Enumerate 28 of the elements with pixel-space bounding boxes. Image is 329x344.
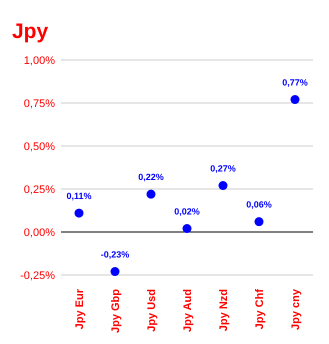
data-label: 0,77% [282, 78, 308, 88]
x-tick-label: Jpy Nzd [218, 289, 230, 332]
y-tick-label: 0,50% [24, 140, 56, 153]
x-tick-label: Jpy cny [290, 288, 302, 330]
point [182, 224, 192, 234]
y-tick-label: 0,25% [24, 184, 56, 196]
x-tick-label: Jpy Eur [74, 288, 86, 330]
data-label: -0,23% [100, 250, 130, 260]
y-tick-label: 1,00% [24, 54, 56, 67]
data-label: 0,22% [138, 172, 164, 182]
x-tick-label: Jpy Gbp [110, 288, 122, 334]
y-tick-label: 0,75% [24, 98, 56, 110]
point [146, 190, 156, 199]
point [110, 267, 120, 276]
data-label: 0,02% [174, 206, 200, 217]
point [218, 181, 228, 190]
data-label: 0,06% [246, 200, 272, 210]
point [254, 217, 264, 226]
point [74, 208, 84, 218]
x-tick-label: Jpy Chf [254, 288, 266, 330]
data-label: 0,11% [66, 191, 92, 202]
point [290, 95, 300, 104]
y-tick-label: -0,25% [20, 270, 56, 282]
x-tick-label: Jpy Usd [146, 289, 158, 332]
chart-title: Jpy [12, 20, 49, 43]
data-label: 0,27% [210, 164, 236, 174]
y-tick-label: 0,00% [24, 226, 56, 239]
x-tick-label: Jpy Aud [182, 289, 194, 332]
